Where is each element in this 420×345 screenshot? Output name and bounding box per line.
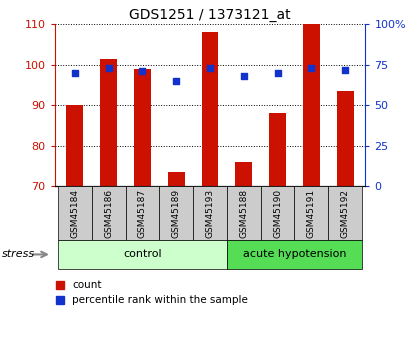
Text: control: control (123, 249, 162, 259)
Text: GSM45192: GSM45192 (341, 188, 349, 238)
Bar (337, 91, 354, 186)
Text: GSM45193: GSM45193 (205, 188, 215, 238)
Text: GSM45190: GSM45190 (273, 188, 282, 238)
Point (342, 67, 349, 72)
Text: GSM45191: GSM45191 (307, 188, 316, 238)
Bar (58, 240, 227, 269)
Bar (92, 186, 126, 240)
Bar (227, 186, 261, 240)
Bar (168, 172, 185, 186)
Point (240, 73, 247, 79)
Point (207, 65, 213, 71)
Text: stress: stress (2, 249, 35, 259)
Text: acute hypotension: acute hypotension (243, 249, 346, 259)
Bar (159, 186, 193, 240)
Bar (294, 186, 328, 240)
Text: GSM45186: GSM45186 (104, 188, 113, 238)
Point (139, 68, 146, 74)
Text: GSM45188: GSM45188 (239, 188, 248, 238)
Bar (202, 32, 218, 186)
Bar (269, 113, 286, 186)
Bar (100, 59, 117, 186)
Bar (134, 69, 151, 186)
Title: GDS1251 / 1373121_at: GDS1251 / 1373121_at (129, 8, 291, 22)
Point (71, 70, 78, 76)
Text: GSM45189: GSM45189 (172, 188, 181, 238)
Point (274, 70, 281, 76)
Bar (58, 186, 92, 240)
Legend: count, percentile rank within the sample: count, percentile rank within the sample (51, 276, 252, 309)
Point (173, 78, 180, 83)
Bar (328, 186, 362, 240)
Bar (261, 186, 294, 240)
Bar (126, 186, 159, 240)
Bar (66, 105, 83, 186)
Text: GSM45184: GSM45184 (71, 188, 79, 238)
Bar (303, 24, 320, 186)
Point (105, 65, 112, 71)
Point (308, 65, 315, 71)
Text: GSM45187: GSM45187 (138, 188, 147, 238)
Bar (227, 240, 362, 269)
Bar (193, 186, 227, 240)
Bar (235, 162, 252, 186)
